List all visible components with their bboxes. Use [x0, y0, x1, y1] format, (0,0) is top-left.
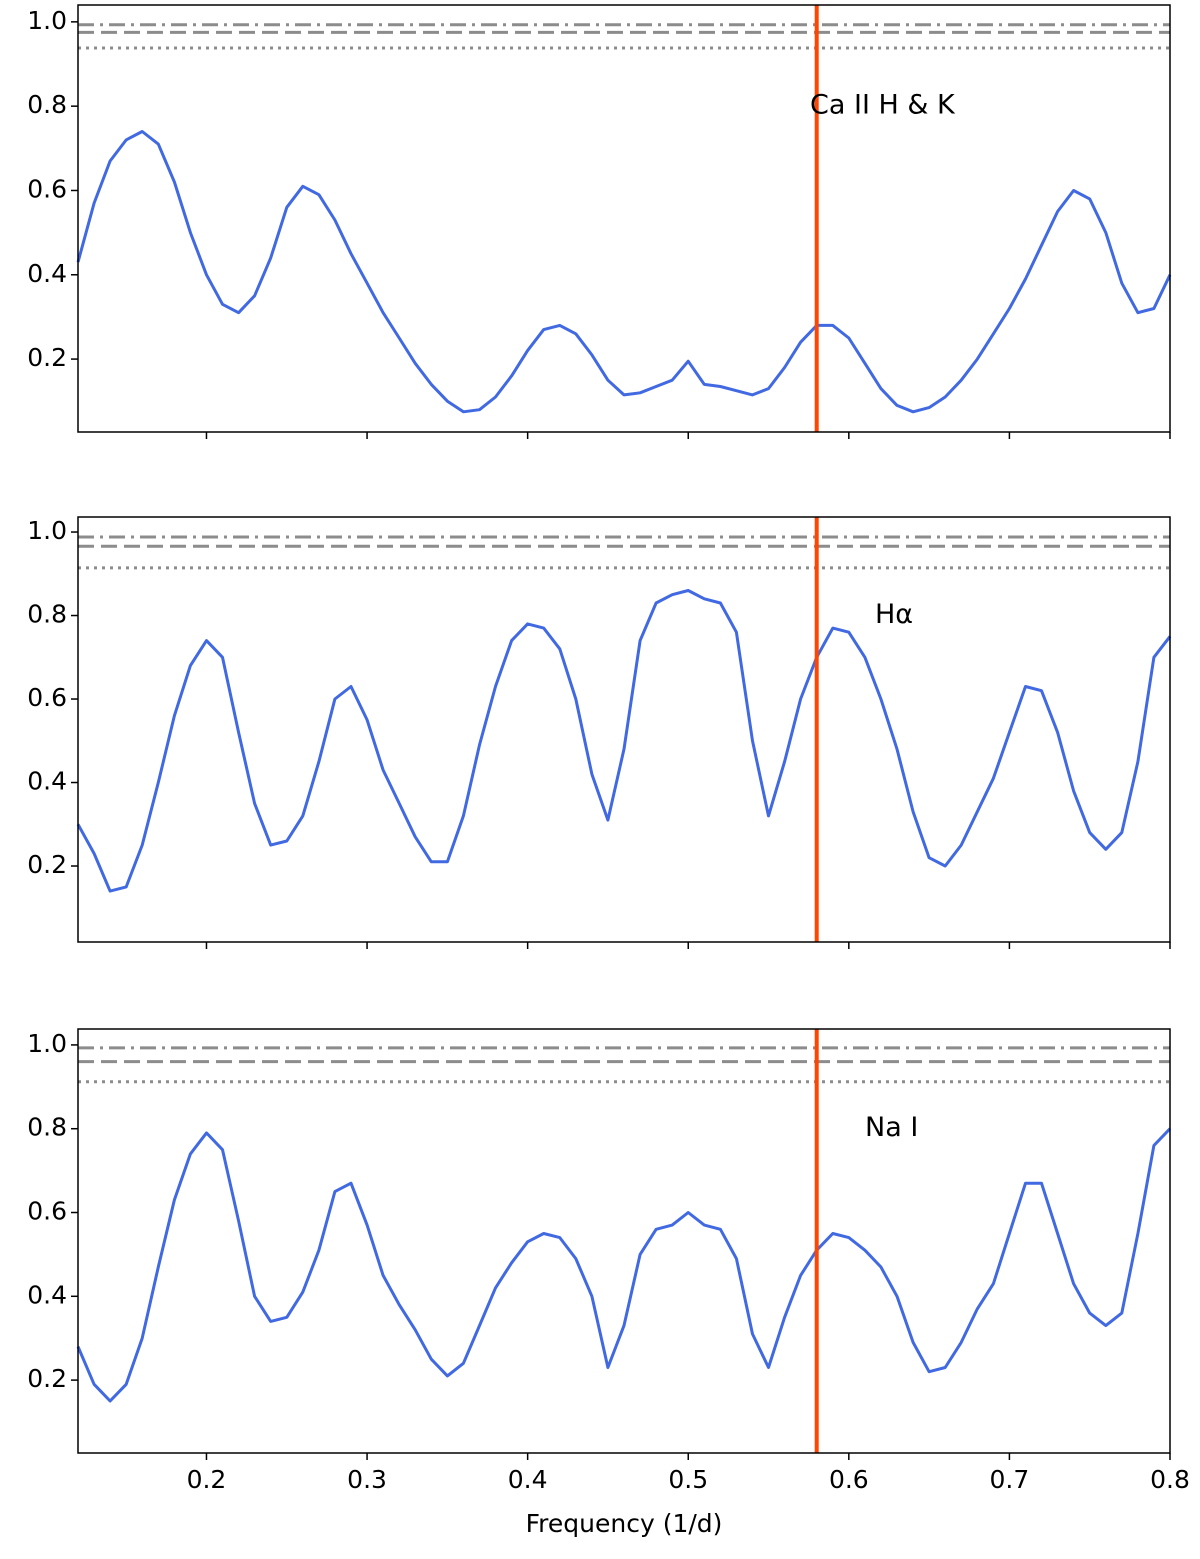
periodogram-line — [76, 130, 1172, 414]
plot-frame — [77, 4, 1171, 433]
annotation: Na I — [865, 1112, 918, 1143]
y-tick-label: 0.2 — [27, 850, 67, 879]
y-tick-label: 0.6 — [27, 683, 67, 712]
x-tick-label: 0.5 — [668, 1465, 708, 1494]
y-tick-label: 0.2 — [27, 1364, 67, 1393]
x-tick-label: 0.2 — [187, 1465, 227, 1494]
y-tick-label: 0.6 — [27, 174, 67, 203]
plot-frame — [77, 1028, 1171, 1454]
y-tick-label: 0.4 — [27, 259, 67, 288]
periodogram-line — [76, 589, 1172, 893]
annotation: Ca II H & K — [810, 90, 956, 121]
y-tick-label: 1.0 — [27, 516, 67, 545]
y-tick-label: 1.0 — [27, 1029, 67, 1058]
y-tick-label: 0.8 — [27, 90, 67, 119]
y-tick-label: 1.0 — [27, 6, 67, 35]
y-tick-label: 0.6 — [27, 1197, 67, 1226]
y-tick-label: 0.4 — [27, 1280, 67, 1309]
x-tick-label: 0.7 — [990, 1465, 1030, 1494]
plot-frame — [77, 516, 1171, 943]
periodogram-line — [76, 1127, 1172, 1403]
y-tick-label: 0.8 — [27, 1113, 67, 1142]
y-tick-label: 0.4 — [27, 767, 67, 796]
x-tick-label: 0.3 — [347, 1465, 387, 1494]
y-tick-label: 0.8 — [27, 600, 67, 629]
x-tick-label: 0.6 — [829, 1465, 869, 1494]
x-tick-label: 0.8 — [1150, 1465, 1190, 1494]
x-tick-label: 0.4 — [508, 1465, 548, 1494]
y-tick-label: 0.2 — [27, 343, 67, 372]
x-axis-label: Frequency (1/d) — [526, 1509, 723, 1538]
annotation: Hα — [875, 599, 913, 630]
